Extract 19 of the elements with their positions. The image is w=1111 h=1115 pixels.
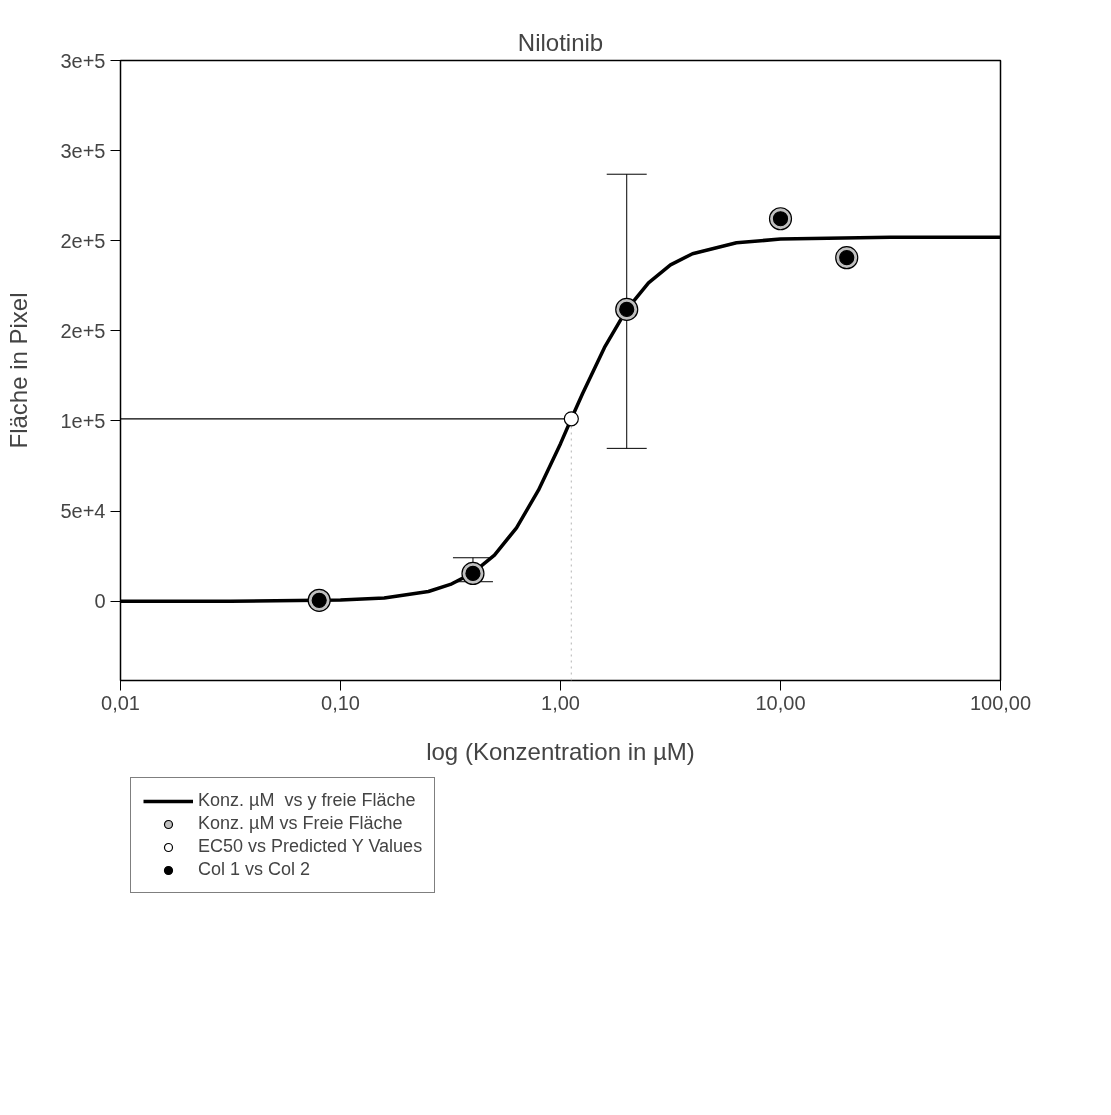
y-tick-label: 1e+5 — [60, 409, 106, 432]
x-tick-label: 1,00 — [541, 691, 580, 714]
y-tick-label: 0 — [94, 590, 106, 613]
y-tick-label: 2e+5 — [60, 319, 106, 342]
y-tick-label: 3e+5 — [60, 49, 106, 72]
legend-label: Konz. µM vs Freie Fläche — [198, 813, 403, 834]
x-tick-label: 100,00 — [969, 691, 1032, 714]
y-tick-label: 3e+5 — [60, 139, 106, 162]
x-tick-label: 0,01 — [101, 691, 140, 714]
legend-label: EC50 vs Predicted Y Values — [198, 836, 423, 857]
legend-label: Konz. µM vs y freie Fläche — [198, 790, 416, 811]
x-tick-label: 10,00 — [755, 691, 806, 714]
y-axis-title: Fläche in Pixel — [5, 292, 33, 449]
y-tick-label: 2e+5 — [60, 229, 106, 252]
chart-title: Nilotinib — [517, 28, 604, 56]
x-tick-label: 0,10 — [321, 691, 360, 714]
legend-label: Col 1 vs Col 2 — [198, 859, 311, 880]
y-tick-label: 5e+4 — [60, 500, 106, 523]
x-axis-title: log (Konzentration in µM) — [426, 737, 695, 765]
